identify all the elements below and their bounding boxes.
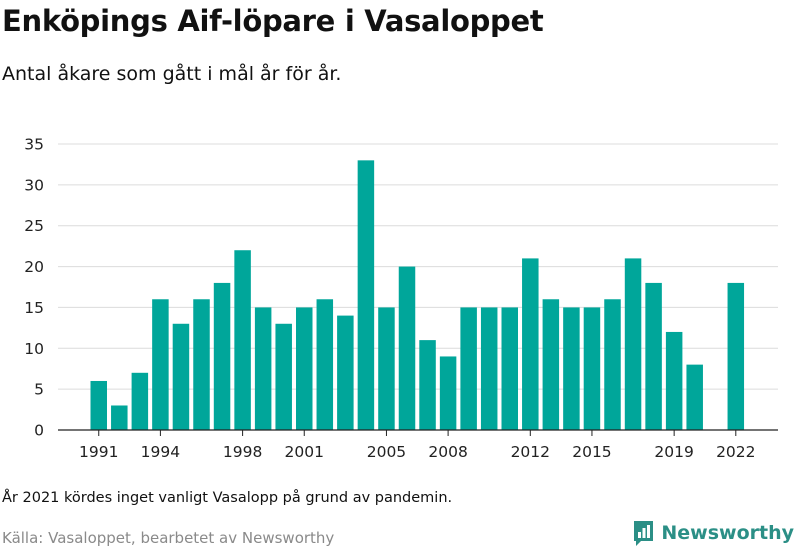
y-tick-label: 25 <box>24 217 44 235</box>
y-tick-label: 35 <box>24 136 44 154</box>
y-tick-label: 0 <box>34 422 44 440</box>
bar-1999 <box>254 307 272 430</box>
source-text: Källa: Vasaloppet, bearbetet av Newswort… <box>2 529 335 547</box>
bar-1991 <box>90 380 107 430</box>
x-tick-label: 2005 <box>367 443 406 461</box>
tick-labels: 0 5 10 15 20 25 30 35 1991 1994 1998 2001 2005 2008 20… <box>24 136 755 462</box>
bar-chart: 0 5 10 15 20 25 30 35 1991 1994 1998 2001 2005 2008 20… <box>24 136 778 462</box>
brand-name: Newsworthy <box>661 522 794 544</box>
chart-note: År 2021 kördes inget vanligt Vasalopp på… <box>2 490 453 506</box>
bar-2020 <box>686 364 703 430</box>
bar-2011 <box>501 307 518 430</box>
x-tick-label: 2015 <box>572 443 611 461</box>
bar-1992 <box>111 405 128 430</box>
bar-1996 <box>193 299 210 430</box>
x-tick-label: 1994 <box>141 443 180 461</box>
bar-2014 <box>563 307 580 430</box>
y-tick-label: 5 <box>34 381 44 399</box>
y-tick-label: 15 <box>24 299 44 317</box>
x-tick-label: 1991 <box>79 443 118 461</box>
bar-2009 <box>460 307 477 430</box>
bar-2019 <box>665 331 683 430</box>
x-tick-label: 2008 <box>428 443 467 461</box>
bar-1995 <box>172 323 190 430</box>
bar-1997 <box>213 282 231 430</box>
chart-title: Enköpings Aif-löpare i Vasaloppet <box>2 4 544 38</box>
bar-2002 <box>316 299 334 430</box>
bar-2001 <box>296 307 313 430</box>
bar-2003 <box>337 315 354 430</box>
bar-2000 <box>275 323 292 430</box>
bar-2004 <box>357 160 375 430</box>
x-tick-label: 2022 <box>716 443 755 461</box>
bar-2016 <box>604 299 621 430</box>
chart-subtitle: Antal åkare som gått i mål år för år. <box>2 63 342 85</box>
y-tick-label: 20 <box>24 258 44 276</box>
y-tick-label: 10 <box>24 340 44 358</box>
bar-2008 <box>439 356 457 430</box>
newsworthy-logo-icon <box>634 521 654 546</box>
bar-2010 <box>480 307 498 430</box>
bar-2017 <box>624 258 642 430</box>
bar-2022 <box>727 282 745 430</box>
y-tick-label: 30 <box>24 176 44 194</box>
bar-2013 <box>542 299 560 430</box>
x-tick-label: 2001 <box>285 443 324 461</box>
x-tick-label: 1998 <box>223 443 262 461</box>
x-tick-label: 2019 <box>654 443 693 461</box>
bar-2015 <box>583 307 601 430</box>
bar-2012 <box>522 258 539 430</box>
bar-2005 <box>378 307 395 430</box>
x-tick-label: 2012 <box>511 443 550 461</box>
bar-2006 <box>398 266 416 430</box>
bars <box>90 160 745 430</box>
x-axis <box>58 429 778 436</box>
bar-1994 <box>152 299 169 430</box>
bar-1993 <box>131 372 149 430</box>
bar-2007 <box>419 340 436 430</box>
brand-logo: Newsworthy <box>632 519 794 547</box>
bar-1998 <box>234 250 251 430</box>
bar-2018 <box>645 282 662 430</box>
